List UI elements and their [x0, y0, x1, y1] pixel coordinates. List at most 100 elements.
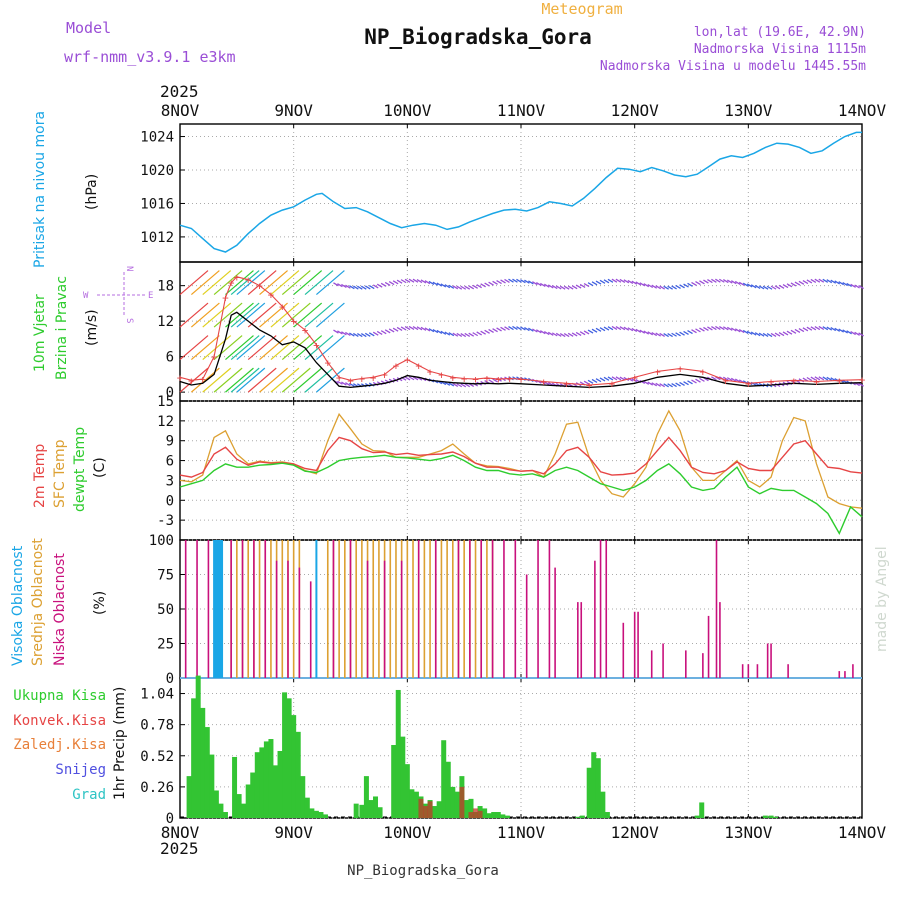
wind-gust-marker: +: [302, 324, 309, 337]
wind-barb: [551, 284, 558, 290]
wind-barb: [818, 376, 825, 381]
y-tick-label: 18: [157, 279, 174, 295]
precip-bar: [504, 815, 510, 818]
wind-barb: [337, 283, 343, 288]
precip-bar: [373, 796, 379, 818]
wind-barb: [440, 283, 447, 288]
wind-barb: [603, 326, 610, 331]
precip-convective-bar: [459, 786, 465, 818]
wind-barb: [500, 279, 506, 284]
wind-barb: [603, 376, 610, 381]
precip-bar: [575, 816, 581, 818]
wind-unit: (m/s): [84, 309, 100, 346]
dewpoint-series: [179, 454, 863, 535]
wind-barb: [532, 328, 538, 333]
wind-barb: [476, 284, 483, 289]
plot-layer: 8NOV 8NOV 9NOV 9NOV 10NOV 10NOV 11NOV 11NOV 12NO…: [140, 101, 886, 842]
precip-bar: [454, 791, 460, 818]
cloud-mid-label: Srednja Oblacnost: [30, 538, 46, 666]
wind-barb: [492, 328, 498, 333]
wind-barb: [270, 367, 300, 393]
wind-barb: [230, 335, 260, 361]
temp-unit: (C): [92, 457, 108, 478]
y-tick-label: 0.52: [140, 749, 174, 765]
precip-bar: [254, 752, 260, 818]
y-tick-label: 9: [166, 434, 174, 450]
wind-barb: [623, 279, 630, 284]
time-tick-label-top: 11NOV: [497, 101, 546, 120]
wind-barb: [551, 332, 558, 337]
wind-barb: [444, 284, 451, 289]
wind-barb: [615, 376, 622, 381]
wind-barb: [834, 280, 841, 285]
wind-barb: [774, 332, 781, 337]
wind-barb: [858, 285, 864, 290]
wind-barb: [631, 327, 638, 333]
wind-barb: [567, 332, 574, 337]
wind-barb: [213, 302, 243, 328]
precip-bar: [404, 764, 410, 818]
wind-barb: [810, 376, 817, 381]
wind-barb: [281, 367, 311, 393]
time-tick-label-bottom: 10NOV: [383, 823, 432, 842]
precip-bar: [699, 802, 705, 818]
wind-barb: [259, 367, 288, 393]
precip-bar: [363, 776, 369, 818]
wind-gust-marker: +: [415, 360, 422, 373]
wind-barb: [236, 270, 266, 295]
y-tick-label: 0: [166, 671, 174, 687]
wind-gust-marker: +: [495, 373, 502, 386]
wind-barb: [436, 329, 443, 334]
wind-barb: [456, 332, 463, 338]
wind-barb: [679, 381, 685, 387]
wind-barb: [563, 332, 570, 338]
wind-barb: [766, 333, 773, 338]
wind-barb: [452, 285, 459, 290]
precip-bar: [200, 707, 206, 818]
wind-barb: [794, 328, 801, 333]
wind-barb: [794, 281, 801, 286]
wind-barb: [480, 283, 486, 288]
precip-bar: [291, 715, 297, 818]
wind-barb: [356, 285, 363, 290]
wind-barb: [452, 382, 459, 388]
wind-barb: [790, 282, 797, 287]
wind-gust-marker: +: [324, 357, 331, 370]
wind-barb: [651, 382, 658, 387]
wind-barb: [842, 329, 849, 334]
wind-barb: [281, 335, 311, 361]
wind-gust-marker: +: [177, 371, 184, 384]
wind-barb: [524, 279, 530, 284]
wind-gust-marker: +: [290, 315, 297, 328]
wind-barb: [349, 285, 355, 290]
wind-barb: [826, 279, 833, 284]
wind-barb: [488, 281, 494, 286]
precip-bar: [586, 767, 592, 818]
precip-bar: [213, 790, 219, 818]
precip-bar: [241, 803, 247, 818]
wind-gust-marker: +: [336, 371, 343, 384]
wind-barb: [683, 283, 689, 288]
wind-barb: [703, 279, 709, 284]
wind-barb: [404, 376, 411, 381]
precip-bar: [468, 798, 474, 818]
wind-barb: [380, 282, 387, 287]
wind-barb: [655, 382, 662, 387]
wind-speed-series: [179, 311, 863, 389]
precip-bar: [268, 739, 274, 818]
wind-barb: [432, 328, 439, 334]
wind-barb: [345, 382, 351, 387]
wind-barb: [806, 376, 813, 382]
wind-barb: [259, 335, 288, 361]
pressure-unit: (hPa): [84, 174, 100, 210]
wind-barb: [396, 279, 403, 284]
y-tick-label: 12: [157, 414, 174, 430]
wind-barb: [647, 381, 654, 386]
wind-barb: [667, 383, 673, 388]
wind-barb: [404, 278, 411, 283]
wind-gust-marker: +: [677, 362, 684, 375]
wind-barb: [368, 332, 375, 337]
wind-barb: [202, 367, 232, 393]
wind-barb: [595, 327, 602, 332]
wind-barb: [225, 335, 254, 361]
